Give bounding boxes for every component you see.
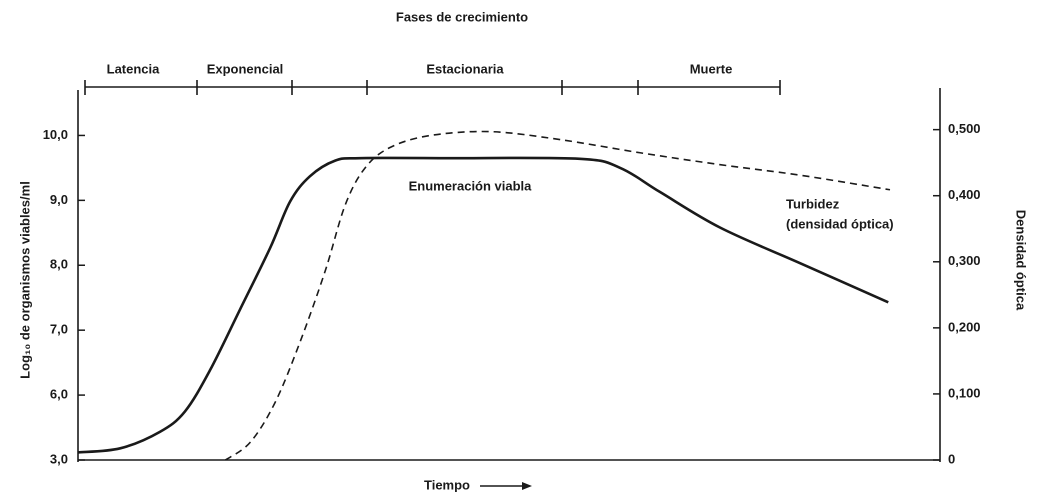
- annotation: Enumeración viabla: [409, 178, 533, 193]
- phase-label: Muerte: [690, 61, 733, 76]
- phase-label: Exponencial: [207, 61, 284, 76]
- phase-label: Latencia: [107, 61, 161, 76]
- y2-tick-label: 0,500: [948, 121, 981, 136]
- y-tick-label: 10,0: [43, 127, 68, 142]
- y-tick-label: 6,0: [50, 387, 68, 402]
- y-tick-label: 7,0: [50, 322, 68, 337]
- y-tick-label: 8,0: [50, 257, 68, 272]
- annotation: (densidad óptica): [786, 216, 894, 231]
- arrow-head: [522, 482, 532, 490]
- series-line: [224, 130, 891, 461]
- annotation: Turbidez: [786, 196, 840, 211]
- series-line: [77, 156, 889, 454]
- y2-tick-label: 0,300: [948, 253, 981, 268]
- x-arrow: [480, 482, 532, 490]
- phase-bracket: [84, 80, 781, 95]
- y2-tick-label: 0,100: [948, 385, 981, 400]
- y2-tick-label: 0,200: [948, 319, 981, 334]
- y2-tick-label: 0: [948, 451, 955, 466]
- y-tick-label: 9,0: [50, 192, 68, 207]
- y2-tick-label: 0,400: [948, 187, 981, 202]
- x-axis-label: Tiempo: [424, 477, 470, 492]
- chart-title: Fases de crecimiento: [396, 9, 528, 24]
- y-axis-label: Log₁₀ de organismos viables/ml: [17, 181, 32, 379]
- phase-label: Estacionaria: [426, 61, 504, 76]
- y-tick-label: 3,0: [50, 451, 68, 466]
- y2-axis-label: Densidad óptica: [1014, 210, 1029, 311]
